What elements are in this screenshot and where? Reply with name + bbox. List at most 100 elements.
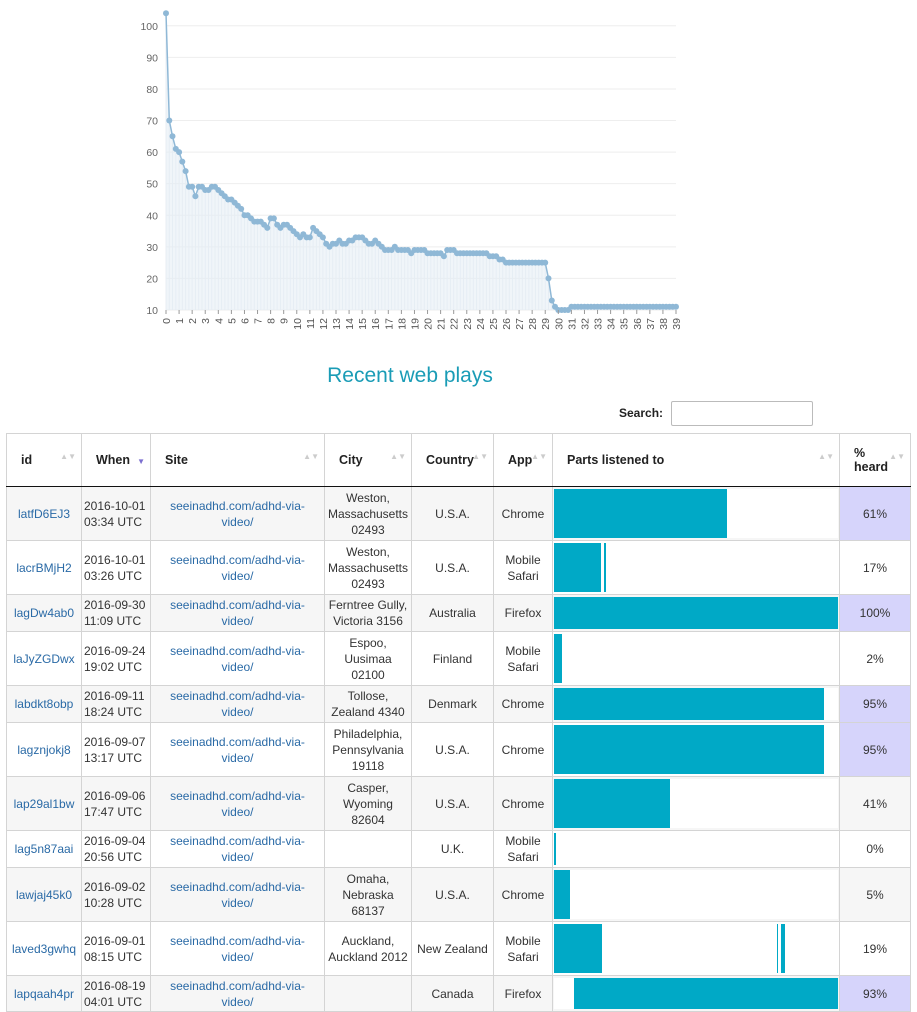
column-header-site[interactable]: Site ▲▼ [150,433,325,487]
when-line: 04:01 UTC [84,994,143,1009]
x-tick-label: 39 [671,318,683,330]
parts-bar [554,634,838,683]
column-label-line: heard [854,460,889,474]
table-row: latfD6EJ3 2016-10-01 03:34 UTC seeinadhd.co… [6,486,911,541]
site-line: seeinadhd.com/adhd-via- [170,598,305,612]
play-id-link[interactable]: lagznjokj8 [17,742,71,757]
cell-country: U.S.A. [411,776,494,831]
x-tick-label: 37 [645,318,657,330]
site-link[interactable]: seeinadhd.com/adhd-via-video/ [170,598,305,628]
y-tick-label: 60 [146,147,158,159]
when-line: 13:17 UTC [84,750,143,765]
column-header-percent[interactable]: % heard ▲▼ [839,433,911,487]
site-link[interactable]: seeinadhd.com/adhd-via-video/ [170,644,305,674]
play-id-link[interactable]: laJyZGDwx [13,651,75,666]
site-line: video/ [221,705,254,719]
site-link[interactable]: seeinadhd.com/adhd-via-video/ [170,834,305,864]
site-link[interactable]: seeinadhd.com/adhd-via-video/ [170,934,305,964]
country-line: New Zealand [417,941,488,956]
cell-percent: 95% [839,685,911,723]
city-line: Auckland 2012 [328,949,408,964]
site-link[interactable]: seeinadhd.com/adhd-via-video/ [170,689,305,719]
site-link[interactable]: seeinadhd.com/adhd-via-video/ [170,499,305,529]
cell-id: latfD6EJ3 [6,486,82,541]
x-tick-label: 4 [213,318,225,324]
site-link[interactable]: seeinadhd.com/adhd-via-video/ [170,553,305,583]
site-link[interactable]: seeinadhd.com/adhd-via-video/ [170,735,305,765]
city-line: 02493 [351,522,385,537]
cell-percent: 2% [839,631,911,686]
play-id-link[interactable]: latfD6EJ3 [17,506,71,521]
play-id-link[interactable]: lag5n87aai [14,842,74,856]
app-line: Mobile [505,933,541,948]
cell-city: Philadelphia, Pennsylvania 19118 [324,722,412,777]
column-header-parts[interactable]: Parts listened to ▲▼ [552,433,840,487]
parts-segment [603,543,607,592]
when-line: 2016-09-07 [84,734,146,749]
column-header-city[interactable]: City ▲▼ [324,433,412,487]
site-line: video/ [221,659,254,674]
when-line: 2016-09-06 [84,788,146,803]
x-tick-label: 17 [383,318,395,330]
site-line: video/ [221,895,254,910]
site-link[interactable]: seeinadhd.com/adhd-via-video/ [170,880,305,910]
parts-segment [554,634,562,683]
city-line: Massachusetts [327,560,409,575]
play-id-link[interactable]: lagDw4ab0 [13,606,75,620]
x-tick-label: 11 [305,318,317,329]
parts-segment [554,543,601,592]
column-header-app[interactable]: App ▲▼ [493,433,553,487]
play-id-link[interactable]: lapqaah4pr [13,986,75,1001]
cell-when: 2016-09-07 13:17 UTC [81,722,151,777]
play-id-link[interactable]: lawjaj45k0 [15,887,73,902]
y-tick-label: 10 [146,305,158,317]
data-point [306,234,313,241]
cell-id: lagDw4ab0 [6,594,82,632]
cell-when: 2016-10-01 03:26 UTC [81,540,151,595]
y-tick-label: 90 [146,52,158,64]
column-header-when[interactable]: When ▼ [81,433,151,487]
site-line: seeinadhd.com/adhd-via- [170,552,305,567]
city-line: Uusimaa [344,651,392,666]
country-line: U.K. [440,842,465,856]
x-tick-label: 27 [514,318,526,330]
cell-when: 2016-09-30 11:09 UTC [81,594,151,632]
cell-app: Mobile Safari [493,540,553,595]
data-point [163,10,169,17]
city-line: Zealand 4340 [331,705,405,719]
column-label: City [339,453,363,467]
x-tick-label: 21 [436,318,448,330]
cell-when: 2016-09-06 17:47 UTC [81,776,151,831]
site-link[interactable]: seeinadhd.com/adhd-via-video/ [170,789,305,819]
site-line: video/ [221,614,254,628]
table-row: labdkt8obp 2016-09-11 18:24 UTC seeinadhd.c… [6,685,911,723]
cell-parts [552,594,840,632]
x-tick-label: 19 [410,318,422,330]
app-line: Mobile [505,834,541,848]
site-line: seeinadhd.com/adhd-via- [170,834,305,848]
listener-retention-chart: 10 20 30 40 50 60 70 80 90 100 0 1 2 3 4 5 6 7 8 9 10 11 12 13 1… [0,0,917,345]
cell-country: U.K. [411,830,494,868]
play-id-link[interactable]: lap29al1bw [13,796,75,811]
search-input[interactable] [671,401,813,426]
play-id-link[interactable]: lacrBMjH2 [16,560,72,575]
play-id-link[interactable]: laved3gwhq [11,941,77,956]
site-line: seeinadhd.com/adhd-via- [170,933,305,948]
parts-bar [554,779,838,828]
when-line: 2016-09-30 [84,598,146,612]
column-header-id[interactable]: id ▲▼ [6,433,82,487]
site-link[interactable]: seeinadhd.com/adhd-via-video/ [170,979,305,1009]
cell-country: New Zealand [411,921,494,976]
when-line: 2016-09-24 [84,643,146,658]
data-point [192,193,199,200]
cell-app: Chrome [493,486,553,541]
table-header-row: id ▲▼ When ▼ Site ▲▼ City ▲▼ Country ▲▼ App ▲▼… [6,433,911,487]
cell-id: lap29al1bw [6,776,82,831]
play-id-link[interactable]: labdkt8obp [14,697,74,711]
cell-percent: 17% [839,540,911,595]
x-tick-label: 30 [553,318,565,330]
country-line: U.S.A. [435,887,470,902]
cell-id: lag5n87aai [6,830,82,868]
column-header-country[interactable]: Country ▲▼ [411,433,494,487]
site-line: video/ [221,568,254,583]
